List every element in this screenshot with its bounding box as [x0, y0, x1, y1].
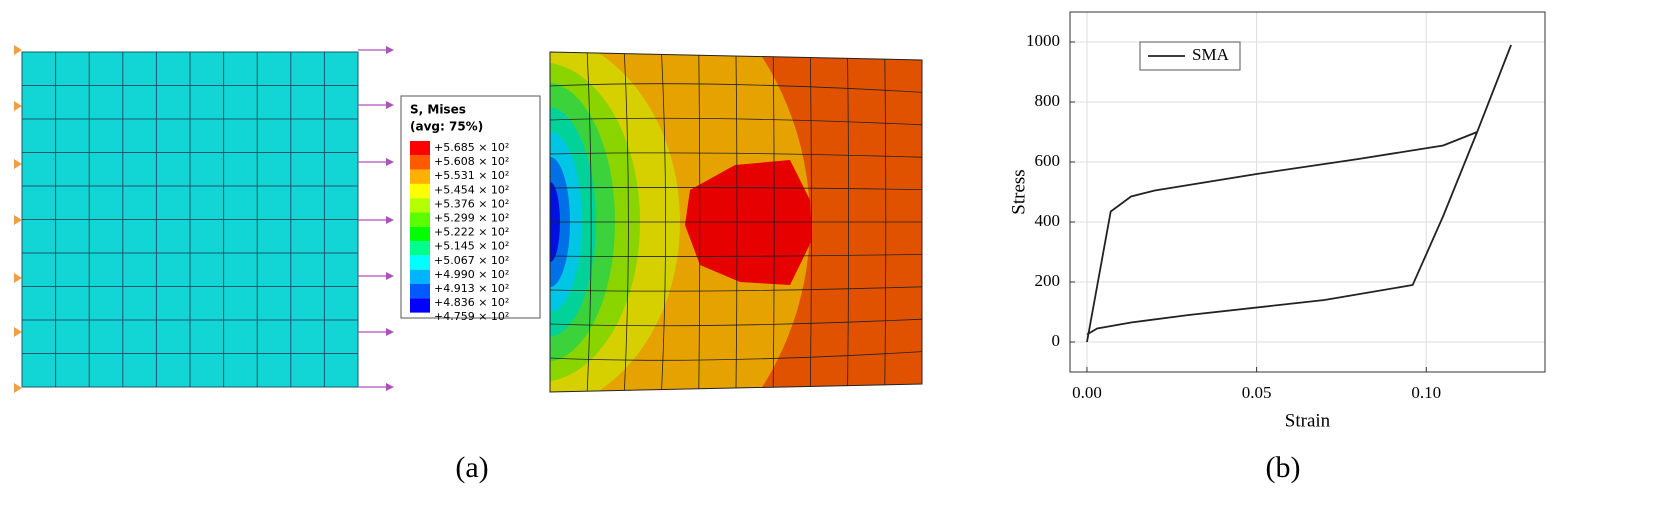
y-tick-label: 1000: [1026, 31, 1060, 50]
x-tick-label: 0.10: [1411, 383, 1441, 402]
y-axis-label: Stress: [1008, 169, 1029, 214]
arrow-head: [386, 158, 394, 166]
arrow-head: [386, 272, 394, 280]
y-tick-label: 0: [1052, 331, 1061, 350]
legend-label: +5.608 × 10²: [434, 155, 509, 168]
chart: 0 200 400 600 800 1000 0.00 0.05 0.10 Strain Stres…: [1008, 11, 1546, 431]
support: [14, 273, 22, 283]
support: [14, 101, 22, 111]
legend-label: +5.299 × 10²: [434, 212, 509, 225]
legend-label: +5.145 × 10²: [434, 240, 509, 253]
contour-mesh-line: [810, 57, 812, 387]
legend-swatch: [410, 212, 430, 227]
legend-swatch: [410, 169, 430, 184]
legend-swatch: [410, 269, 430, 284]
contour-mesh-line: [847, 58, 849, 386]
legend-label: +4.913 × 10²: [434, 282, 509, 295]
x-tick-label: 0.00: [1072, 383, 1102, 402]
contour-mesh-line: [550, 318, 922, 327]
legend-title: S, Mises: [410, 103, 466, 117]
support: [14, 383, 22, 393]
caption: (a): [455, 451, 488, 484]
legend-swatch: [410, 241, 430, 256]
legend-label: +4.836 × 10²: [434, 296, 509, 309]
legend-label: +4.759 × 10²: [434, 310, 509, 323]
contour-mesh-line: [550, 83, 922, 93]
legend-swatch: [410, 155, 430, 170]
y-tick-label: 400: [1035, 211, 1061, 230]
legend-label: SMA: [1192, 45, 1230, 64]
legend-label: +5.067 × 10²: [434, 254, 509, 267]
legend-swatch: [410, 198, 430, 213]
contour-mesh-line: [884, 59, 887, 385]
support: [14, 215, 22, 225]
x-tick-label: 0.05: [1242, 383, 1272, 402]
arrow-head: [386, 101, 394, 109]
support: [14, 327, 22, 337]
arrow-head: [386, 383, 394, 391]
contour-mesh-line: [550, 187, 922, 190]
caption: (b): [1266, 451, 1301, 484]
legend-subtitle: (avg: 75%): [410, 120, 483, 134]
contour-mesh-line: [550, 254, 922, 257]
plot-frame: [1069, 11, 1546, 373]
contour-mesh-line: [550, 152, 922, 158]
legend-swatch: [410, 298, 430, 313]
y-tick-label: 800: [1035, 91, 1061, 110]
y-tick-label: 200: [1035, 271, 1061, 290]
undeformed-mesh: [14, 45, 394, 393]
arrow-head: [386, 216, 394, 224]
contour-outline: [549, 51, 923, 393]
series-line: [1086, 44, 1512, 343]
legend-label: +4.990 × 10²: [434, 268, 509, 281]
legend-swatch: [410, 141, 430, 156]
support: [14, 45, 22, 55]
y-tick-label: 600: [1035, 151, 1061, 170]
legend-label: +5.685 × 10²: [434, 141, 509, 154]
contour-mesh-line: [772, 56, 775, 388]
support: [14, 159, 22, 169]
stress-contour: [550, 52, 922, 392]
legend-label: +5.222 × 10²: [434, 226, 509, 239]
arrow-head: [386, 46, 394, 54]
legend-swatch: [410, 183, 430, 199]
contour-mesh-line: [550, 117, 922, 126]
legend-swatch: [410, 226, 430, 242]
legend-label: +5.531 × 10²: [434, 169, 509, 182]
legend-label: +5.376 × 10²: [434, 197, 509, 210]
legend-swatch: [410, 284, 430, 299]
contour-mesh-line: [550, 286, 922, 292]
arrow-head: [386, 328, 394, 336]
x-axis-label: Strain: [1285, 410, 1331, 431]
contour-mesh-line: [550, 351, 922, 361]
legend-swatch: [410, 255, 430, 270]
legend-label: +5.454 × 10²: [434, 183, 509, 196]
